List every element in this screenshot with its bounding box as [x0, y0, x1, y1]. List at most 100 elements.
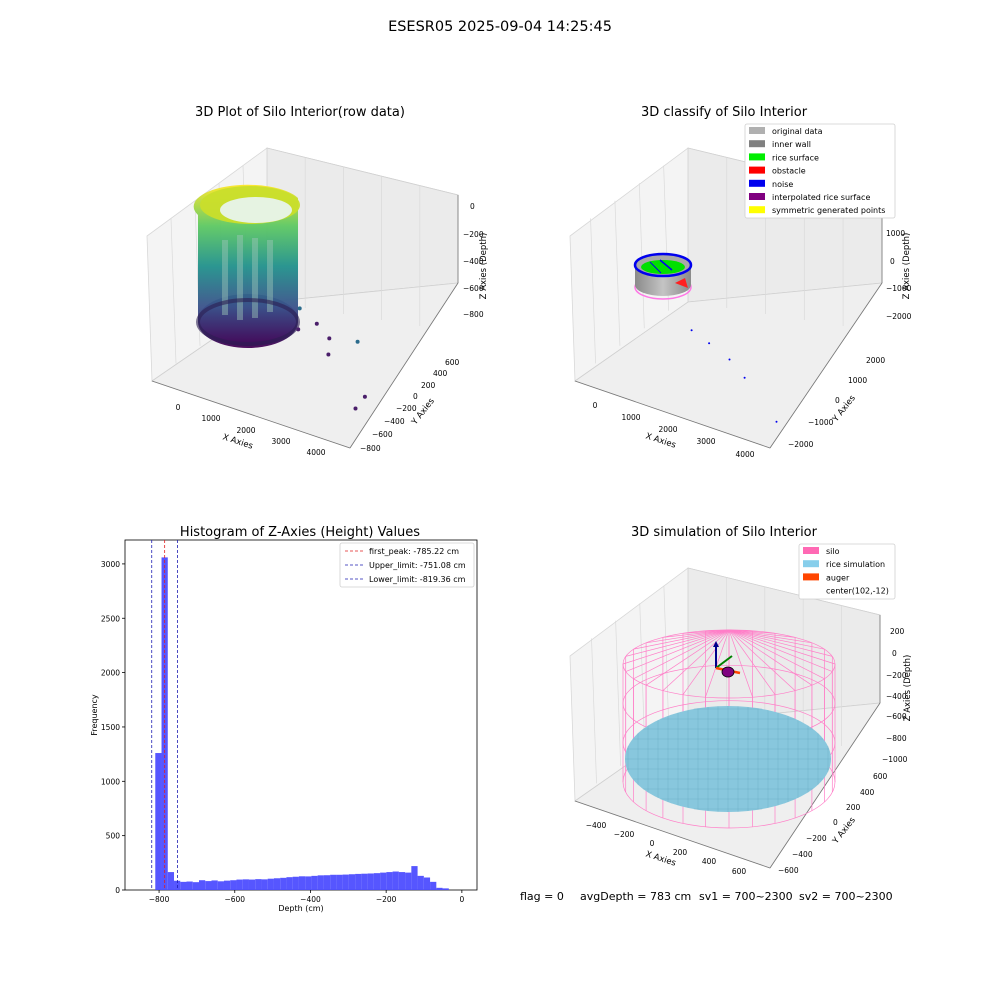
classify-xtick-3: 3000	[696, 437, 715, 446]
classify-legend-swatch-0	[749, 127, 765, 134]
sim-legend-swatch-0	[803, 547, 819, 554]
figure-title: ESESR05 2025-09-04 14:25:45	[388, 19, 612, 35]
raw-plot: 3D Plot of Silo Interior(row data) 0 100…	[146, 105, 489, 457]
hist-bar-36	[380, 872, 387, 890]
raw-ytick-4: −200	[396, 404, 417, 413]
hist-bar-17	[261, 879, 268, 890]
sim-rice-surface	[625, 706, 831, 812]
classify-legend-label-0: original data	[772, 127, 823, 136]
hist-xtick-0: −800	[149, 895, 170, 904]
hist-ytick-6: 3000	[101, 560, 120, 569]
raw-ytick-1: 400	[433, 369, 448, 378]
sim-xtick-0: −400	[586, 821, 607, 830]
raw-outlier-point-3	[327, 336, 332, 341]
hist-bar-3	[174, 880, 181, 890]
sim-legend-swatch-1	[803, 560, 819, 568]
hist-ytick-3: 1500	[101, 723, 120, 732]
raw-outlier-point-5	[355, 339, 360, 344]
classify-legend-label-6: symmetric generated points	[772, 206, 885, 215]
raw-xtick-0: 0	[176, 403, 181, 412]
hist-bar-2	[167, 872, 175, 890]
raw-title: 3D Plot of Silo Interior(row data)	[195, 105, 405, 120]
hist-legend: first_peak: -785.22 cm Upper_limit: -751.…	[339, 542, 475, 588]
hist-bar-9	[211, 880, 218, 890]
hist-bar-7	[199, 880, 206, 890]
hist-bar-5	[186, 881, 193, 890]
hist-bar-38	[392, 871, 399, 890]
classify-legend-swatch-5	[749, 193, 765, 200]
raw-ytick-5: −400	[384, 417, 405, 426]
hist-title: Histogram of Z-Axies (Height) Values	[180, 525, 420, 540]
sim-legend-label-2: auger	[826, 573, 850, 582]
hist-bar-23	[298, 876, 306, 890]
classify-legend-swatch-2	[749, 153, 765, 161]
raw-xtick-2: 2000	[236, 426, 255, 435]
hist-bar-45	[436, 887, 443, 890]
hist-bar-19	[273, 878, 281, 890]
raw-outlier-point-7	[353, 406, 358, 411]
raw-outlier-point-2	[314, 321, 319, 326]
hist-vlines	[151, 540, 178, 890]
hist-bar-12	[230, 880, 237, 890]
sim-z-ticks: 200 0 −200 −400 −600 −800 −1000	[882, 627, 908, 764]
classify-y-ticks: 2000 1000 0 −1000 −2000	[788, 356, 885, 449]
avg-depth-text: avgDepth = 783 cm	[580, 890, 691, 903]
hist-bar-35	[373, 873, 381, 890]
hist-bar-42	[417, 875, 424, 890]
sim-ytick-5: −400	[792, 850, 813, 859]
sim-ytick-0: 600	[873, 772, 888, 781]
hist-xtick-3: −200	[376, 895, 397, 904]
hist-bar-26	[317, 875, 324, 890]
hist-xlabel: Depth (cm)	[278, 904, 323, 913]
raw-ytick-0: 600	[445, 358, 460, 367]
sim-ztick-5: −800	[886, 734, 907, 743]
classify-ztick-1: 0	[890, 257, 895, 266]
classify-ztick-3: −2000	[886, 312, 912, 321]
sim-xtick-4: 400	[702, 857, 717, 866]
classify-noise-points	[690, 329, 778, 423]
hist-x-ticks: −800 −600 −400 −200 0	[149, 890, 464, 904]
classify-legend-swatch-6	[749, 206, 765, 214]
hist-bar-24	[305, 876, 312, 890]
raw-z-ticks: 0 −200 −400 −600 −800	[463, 202, 484, 319]
raw-outlier-point-0	[297, 306, 302, 311]
classify-ztick-0: 1000	[886, 229, 905, 238]
hist-bar-4	[180, 881, 187, 890]
raw-xtick-4: 4000	[306, 448, 325, 457]
sim-y-ticks: 600 400 200 0 −200 −400 −600	[778, 772, 888, 875]
sim-zlabel: Z Axies (Depth)	[903, 655, 913, 722]
raw-xtick-1: 1000	[201, 414, 220, 423]
hist-bar-18	[267, 878, 274, 890]
hist-bar-37	[386, 872, 393, 890]
classify-noise-point-4	[775, 420, 778, 423]
classify-noise-point-1	[708, 342, 711, 345]
sim-ytick-2: 200	[846, 803, 861, 812]
hist-bar-32	[355, 873, 362, 890]
hist-bar-10	[217, 881, 224, 890]
hist-bar-34	[367, 873, 374, 890]
hist-bar-14	[242, 879, 249, 890]
hist-bar-22	[292, 876, 299, 890]
classify-xtick-2: 2000	[658, 425, 677, 434]
hist-bar-21	[286, 877, 293, 890]
classify-legend-swatch-4	[749, 179, 765, 187]
hist-bar-8	[205, 881, 212, 890]
hist-bar-0	[155, 753, 162, 890]
raw-xtick-3: 3000	[271, 437, 290, 446]
hist-ytick-5: 2500	[101, 614, 120, 623]
classify-ytick-3: −1000	[808, 418, 834, 427]
classify-noise-point-2	[728, 358, 731, 361]
histogram-plot: Histogram of Z-Axies (Height) Values −80…	[90, 525, 478, 913]
hist-bar-11	[223, 880, 231, 890]
footer-status: flag = 0 avgDepth = 783 cm sv1 = 700~230…	[520, 890, 893, 903]
hist-bar-6	[192, 882, 199, 890]
classify-legend-swatch-3	[749, 166, 765, 174]
raw-ztick-4: −800	[463, 310, 484, 319]
hist-legend-label-1: Upper_limit: -751.08 cm	[369, 561, 466, 570]
hist-bar-29	[336, 874, 343, 890]
hist-xtick-1: −600	[224, 895, 245, 904]
hist-bar-31	[348, 874, 356, 890]
sim-ytick-1: 400	[860, 788, 875, 797]
hist-bar-30	[342, 874, 349, 890]
hist-bar-16	[255, 879, 262, 890]
